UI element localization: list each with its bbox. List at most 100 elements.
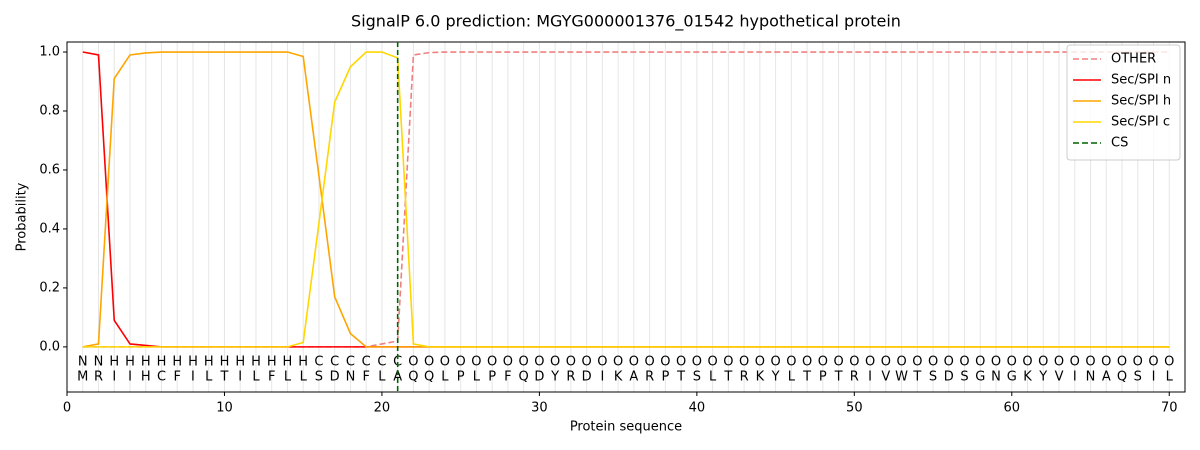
residue-letter: T xyxy=(219,370,228,385)
residue-letter: K xyxy=(1023,370,1032,385)
residue-label: O xyxy=(1022,355,1032,370)
residue-letter: T xyxy=(912,370,921,385)
residue-letter: R xyxy=(740,370,749,385)
residue-label: C xyxy=(377,355,386,370)
series-line xyxy=(82,51,1170,348)
residue-label: O xyxy=(1054,355,1064,370)
residue-label: O xyxy=(991,355,1001,370)
residue-label: H xyxy=(298,355,308,370)
residue-letter: L xyxy=(1166,370,1174,385)
residue-letter: R xyxy=(94,370,103,385)
residue-label: C xyxy=(330,355,339,370)
residue-letter: Y xyxy=(1038,370,1047,385)
x-tick-label: 40 xyxy=(689,401,706,416)
residue-letter: T xyxy=(802,370,811,385)
residue-label: O xyxy=(818,355,828,370)
residue-label: O xyxy=(1007,355,1017,370)
residue-label: O xyxy=(408,355,418,370)
residue-letter: W xyxy=(895,370,908,385)
residue-label: C xyxy=(314,355,323,370)
residue-label: O xyxy=(802,355,812,370)
residue-letter: D xyxy=(330,370,340,385)
residue-letter: A xyxy=(629,370,638,385)
residue-letter: R xyxy=(566,370,575,385)
residue-letter: I xyxy=(600,370,604,385)
y-tick-label: 0.6 xyxy=(39,162,60,177)
x-tick-label: 70 xyxy=(1161,401,1178,416)
residue-label: N xyxy=(78,355,88,370)
residue-letter: R xyxy=(850,370,859,385)
residue-label: O xyxy=(959,355,969,370)
residue-letter: V xyxy=(1055,370,1064,385)
residue-letter: L xyxy=(473,370,481,385)
residue-letter: Q xyxy=(519,370,529,385)
x-tick-label: 20 xyxy=(374,401,391,416)
residue-letter: N xyxy=(991,370,1001,385)
residue-letter: P xyxy=(488,370,496,385)
x-tick-label: 30 xyxy=(531,401,548,416)
residue-letter: Q xyxy=(408,370,418,385)
residue-label: H xyxy=(220,355,230,370)
residue-label: C xyxy=(346,355,355,370)
residue-label: H xyxy=(125,355,135,370)
residue-label: O xyxy=(707,355,717,370)
residue-letter: S xyxy=(693,370,701,385)
residue-label: H xyxy=(204,355,214,370)
residue-label: O xyxy=(896,355,906,370)
residue-letter: Q xyxy=(1117,370,1127,385)
residue-label: H xyxy=(251,355,261,370)
residue-letter: L xyxy=(252,370,260,385)
residue-label: H xyxy=(157,355,167,370)
residue-letter: K xyxy=(756,370,765,385)
residue-label: O xyxy=(755,355,765,370)
residue-letter: L xyxy=(378,370,386,385)
residue-label: O xyxy=(1038,355,1048,370)
residue-letter: N xyxy=(346,370,356,385)
residue-letter: S xyxy=(315,370,323,385)
residue-letter: I xyxy=(128,370,132,385)
residue-label: O xyxy=(833,355,843,370)
residue-label: O xyxy=(550,355,560,370)
residue-label: O xyxy=(739,355,749,370)
residue-label: H xyxy=(141,355,151,370)
residue-label: O xyxy=(613,355,623,370)
x-tick-label: 60 xyxy=(1004,401,1021,416)
legend-box xyxy=(1066,44,1181,161)
residue-label: O xyxy=(865,355,875,370)
residue-label: O xyxy=(660,355,670,370)
y-tick-label: 0.8 xyxy=(39,103,60,118)
residue-label: O xyxy=(440,355,450,370)
residue-label: H xyxy=(188,355,198,370)
residue-letter: L xyxy=(300,370,308,385)
residue-label: O xyxy=(1070,355,1080,370)
residue-letter: P xyxy=(819,370,827,385)
residue-letter: I xyxy=(238,370,242,385)
residue-letter: K xyxy=(614,370,623,385)
residue-letter: T xyxy=(834,370,843,385)
residue-letter: P xyxy=(661,370,669,385)
residue-letter: I xyxy=(112,370,116,385)
residue-label: O xyxy=(786,355,796,370)
residue-label: H xyxy=(283,355,293,370)
residue-label: H xyxy=(267,355,277,370)
residue-letter: G xyxy=(1007,370,1017,385)
legend: OTHER Sec/SPI n Sec/SPI h Sec/SPI c CS xyxy=(1066,44,1181,161)
residue-letter: T xyxy=(723,370,732,385)
y-tick-label: 0.4 xyxy=(39,221,60,236)
residue-label: O xyxy=(944,355,954,370)
residue-letter: T xyxy=(676,370,685,385)
residue-label: O xyxy=(912,355,922,370)
legend-label: Sec/SPI n xyxy=(1111,73,1171,88)
x-tick-label: 0 xyxy=(63,401,71,416)
residue-letter: A xyxy=(393,370,402,385)
residue-label: O xyxy=(566,355,576,370)
y-tick-label: 0.2 xyxy=(39,280,60,295)
legend-label: Sec/SPI c xyxy=(1111,115,1170,130)
residue-letter: L xyxy=(709,370,717,385)
residue-label: H xyxy=(109,355,119,370)
residue-label: O xyxy=(1133,355,1143,370)
residue-label: O xyxy=(456,355,466,370)
residue-label: O xyxy=(1101,355,1111,370)
residue-label: O xyxy=(849,355,859,370)
